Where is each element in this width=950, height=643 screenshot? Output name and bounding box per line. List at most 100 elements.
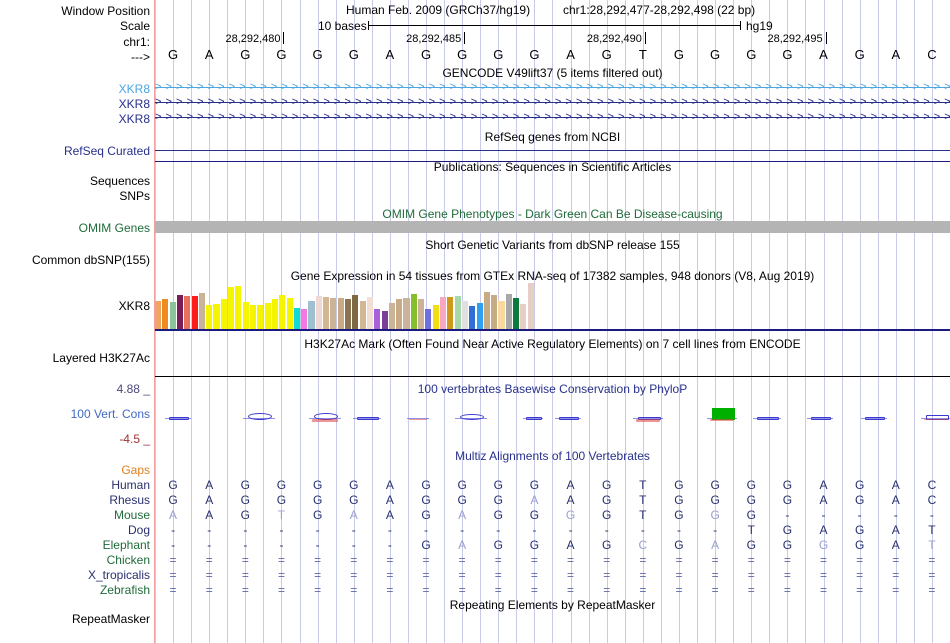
- alignment-unaligned-mark: =: [892, 583, 900, 597]
- alignment-base: T: [928, 523, 936, 537]
- gridline: [336, 0, 337, 643]
- conservation-title: 100 vertebrates Basewise Conservation by…: [417, 382, 688, 396]
- gtex-tissue-bar[interactable]: [286, 298, 293, 329]
- gtex-tissue-bar[interactable]: [235, 286, 242, 329]
- gene-row-label-xkr8[interactable]: XKR8: [118, 97, 150, 111]
- gtex-tissue-bar[interactable]: [359, 301, 366, 329]
- gtex-tissue-bar[interactable]: [162, 299, 169, 329]
- gtex-tissue-bar[interactable]: [293, 308, 300, 329]
- alignment-base: A: [566, 538, 575, 552]
- species-label-zebrafish[interactable]: Zebrafish: [99, 583, 150, 597]
- alignment-base: -: [279, 538, 284, 552]
- gene-row-label-xkr8[interactable]: XKR8: [118, 82, 150, 96]
- gtex-tissue-bar[interactable]: [461, 301, 469, 329]
- gene-row-xkr8[interactable]: >>>>>>>>>>>>>>>>>>>>>>>>>>>>>>>>>>>>>>>>…: [155, 82, 950, 93]
- omim-label[interactable]: OMIM Genes: [78, 221, 150, 235]
- alignment-base: G: [276, 478, 287, 492]
- gtex-tissue-bar[interactable]: [483, 292, 490, 329]
- gtex-tissue-bar[interactable]: [206, 305, 213, 329]
- gtex-tissue-bar[interactable]: [403, 298, 410, 329]
- gtex-tissue-bar[interactable]: [381, 311, 388, 329]
- gtex-tissue-bar[interactable]: [513, 298, 520, 329]
- species-label-chicken[interactable]: Chicken: [106, 553, 150, 567]
- alignment-unaligned-mark: =: [458, 583, 466, 597]
- gtex-expression-chart[interactable]: [155, 283, 535, 329]
- gtex-label[interactable]: XKR8: [118, 299, 150, 313]
- sequence-base: G: [420, 47, 432, 62]
- repeatmasker-label[interactable]: RepeatMasker: [71, 612, 150, 626]
- gtex-tissue-bar[interactable]: [337, 298, 344, 329]
- gtex-tissue-bar[interactable]: [440, 297, 447, 329]
- species-label-rhesus[interactable]: Rhesus: [109, 493, 150, 507]
- sequences-label[interactable]: Sequences: [89, 174, 150, 188]
- species-label-human[interactable]: Human: [111, 478, 150, 492]
- gtex-tissue-bar[interactable]: [191, 296, 198, 329]
- gene-row-xkr8[interactable]: >>>>>>>>>>>>>>>>>>>>>>>>>>>>>>>>>>>>>>>>…: [155, 97, 950, 108]
- gtex-tissue-bar[interactable]: [220, 299, 227, 329]
- gtex-tissue-bar[interactable]: [279, 295, 286, 329]
- species-label-dog[interactable]: Dog: [127, 523, 150, 537]
- alignment-base: A: [891, 478, 900, 492]
- gtex-tissue-bar[interactable]: [374, 309, 381, 329]
- alignment-base: -: [785, 508, 790, 522]
- gene-row-label-xkr8[interactable]: XKR8: [118, 112, 150, 126]
- gtex-tissue-bar[interactable]: [301, 309, 308, 329]
- alignment-unaligned-mark: =: [169, 583, 177, 597]
- gtex-tissue-bar[interactable]: [271, 299, 279, 329]
- scale-bar-left-cap: [368, 21, 369, 30]
- gtex-tissue-bar[interactable]: [425, 309, 432, 329]
- gridline: [787, 0, 788, 643]
- sequence-base: G: [240, 47, 251, 62]
- gtex-tissue-bar[interactable]: [454, 296, 461, 329]
- gtex-tissue-bar[interactable]: [169, 302, 176, 329]
- gtex-tissue-bar[interactable]: [315, 296, 322, 329]
- omim-gene-band[interactable]: [155, 221, 950, 233]
- gtex-tissue-bar[interactable]: [476, 303, 483, 329]
- gtex-tissue-bar[interactable]: [388, 303, 395, 329]
- gtex-tissue-bar[interactable]: [176, 295, 184, 329]
- alignment-base: G: [168, 493, 178, 507]
- alignment-base: -: [351, 538, 356, 552]
- dbsnp-label[interactable]: Common dbSNP(155): [31, 253, 150, 267]
- gtex-tissue-bar[interactable]: [184, 296, 191, 329]
- species-label-elephant[interactable]: Elephant: [102, 538, 150, 552]
- gtex-tissue-bar[interactable]: [155, 301, 162, 329]
- alignment-base: A: [819, 523, 828, 537]
- conservation-plot[interactable]: [155, 390, 950, 446]
- alignment-base: -: [676, 523, 681, 537]
- gtex-tissue-bar[interactable]: [323, 297, 330, 329]
- gtex-tissue-bar[interactable]: [498, 301, 505, 329]
- alignment-unaligned-mark: =: [820, 568, 828, 582]
- alignment-unaligned-mark: =: [675, 583, 683, 597]
- h3k27ac-label[interactable]: Layered H3K27Ac: [52, 351, 150, 365]
- gtex-tissue-bar[interactable]: [447, 297, 454, 329]
- gene-row-xkr8[interactable]: >>>>>>>>>>>>>>>>>>>>>>>>>>>>>>>>>>>>>>>>…: [155, 112, 950, 123]
- gaps-label[interactable]: Gaps: [121, 463, 150, 477]
- gtex-tissue-bar[interactable]: [491, 295, 498, 329]
- gtex-tissue-bar[interactable]: [505, 294, 512, 329]
- gtex-tissue-bar[interactable]: [366, 297, 374, 329]
- gtex-tissue-bar[interactable]: [213, 304, 220, 329]
- gtex-tissue-bar[interactable]: [257, 305, 264, 329]
- species-label-x_tropicalis[interactable]: X_tropicalis: [87, 568, 150, 582]
- species-label-mouse[interactable]: Mouse: [113, 508, 150, 522]
- gtex-tissue-bar[interactable]: [520, 304, 527, 329]
- gtex-tissue-bar[interactable]: [527, 283, 534, 329]
- gtex-tissue-bar[interactable]: [352, 295, 359, 329]
- gtex-tissue-bar[interactable]: [264, 303, 271, 329]
- gtex-tissue-bar[interactable]: [418, 299, 425, 329]
- gtex-tissue-bar[interactable]: [432, 305, 439, 329]
- gtex-tissue-bar[interactable]: [330, 298, 337, 329]
- gtex-tissue-bar[interactable]: [308, 301, 315, 329]
- gtex-tissue-bar[interactable]: [242, 302, 249, 329]
- gtex-tissue-bar[interactable]: [396, 299, 403, 329]
- gtex-tissue-bar[interactable]: [410, 294, 417, 329]
- snps-label[interactable]: SNPs: [119, 189, 150, 203]
- gtex-tissue-bar[interactable]: [198, 293, 205, 329]
- refseq-label[interactable]: RefSeq Curated: [63, 144, 150, 158]
- gtex-tissue-bar[interactable]: [250, 305, 257, 329]
- gtex-tissue-bar[interactable]: [345, 299, 352, 329]
- conservation-label[interactable]: 100 Vert. Cons: [70, 407, 150, 421]
- gtex-tissue-bar[interactable]: [228, 287, 235, 329]
- gtex-tissue-bar[interactable]: [469, 306, 476, 329]
